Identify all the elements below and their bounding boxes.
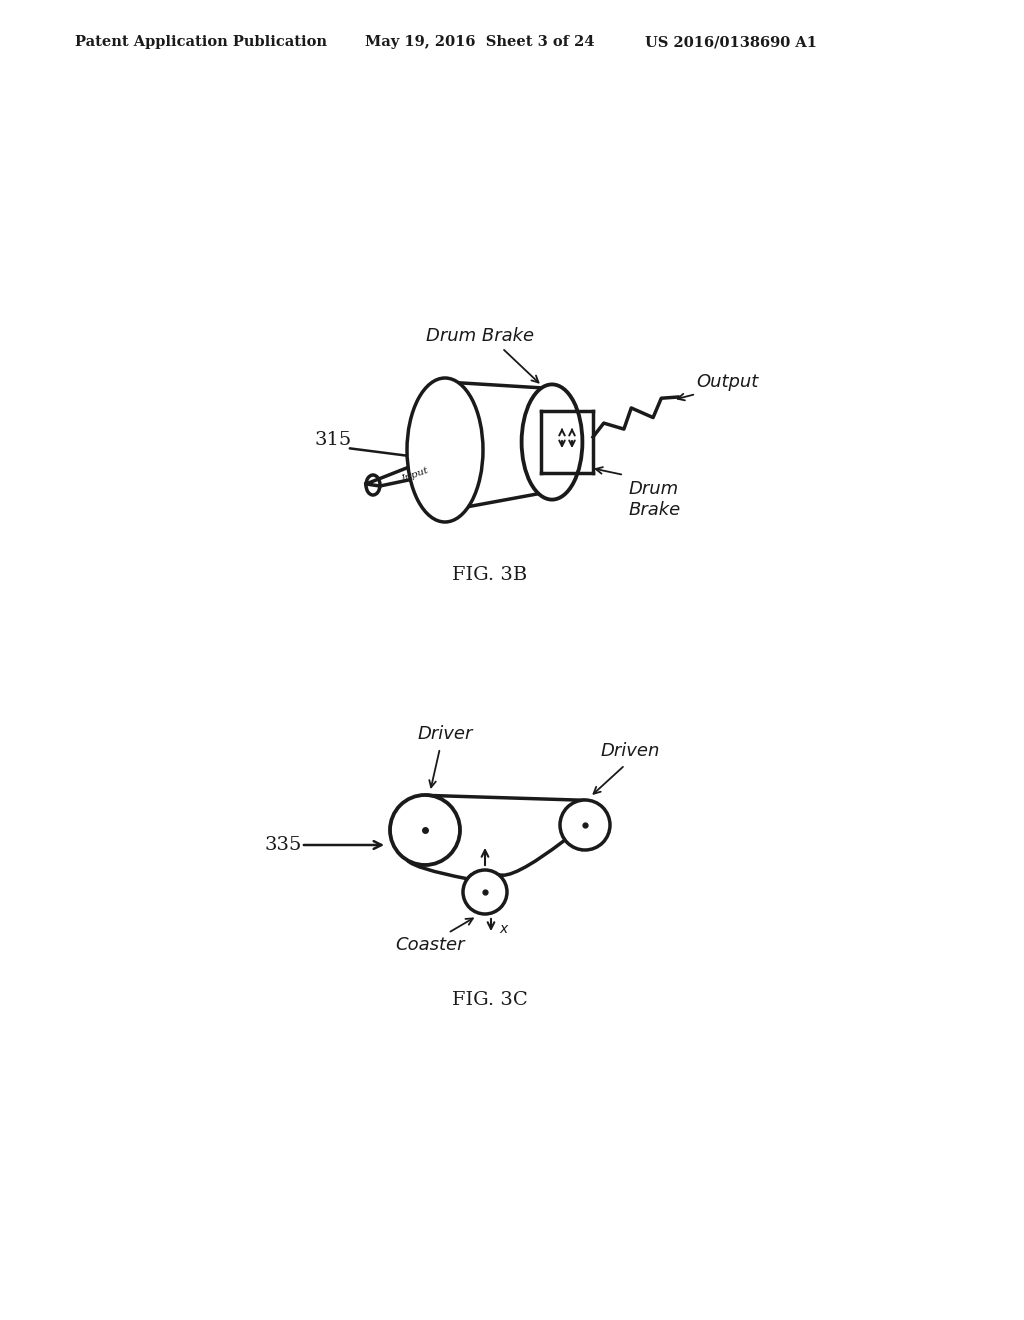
Text: Output: Output <box>696 374 758 391</box>
Text: Patent Application Publication: Patent Application Publication <box>75 36 327 49</box>
Text: FIG. 3B: FIG. 3B <box>453 566 527 583</box>
Text: x: x <box>499 921 507 936</box>
Text: Driven: Driven <box>600 742 659 760</box>
Text: 315: 315 <box>315 432 352 449</box>
Ellipse shape <box>521 384 583 499</box>
Text: Driver: Driver <box>418 725 473 743</box>
Text: 335: 335 <box>265 836 302 854</box>
Circle shape <box>463 870 507 913</box>
Text: Coaster: Coaster <box>395 936 465 954</box>
Text: Drum Brake: Drum Brake <box>426 327 535 345</box>
Text: Drum
Brake: Drum Brake <box>629 480 681 519</box>
Circle shape <box>390 795 460 865</box>
Text: May 19, 2016  Sheet 3 of 24: May 19, 2016 Sheet 3 of 24 <box>365 36 595 49</box>
Ellipse shape <box>407 378 483 521</box>
Circle shape <box>560 800 610 850</box>
Text: US 2016/0138690 A1: US 2016/0138690 A1 <box>645 36 817 49</box>
Text: Input: Input <box>400 466 430 484</box>
Ellipse shape <box>366 475 380 495</box>
Text: FIG. 3C: FIG. 3C <box>453 991 528 1008</box>
